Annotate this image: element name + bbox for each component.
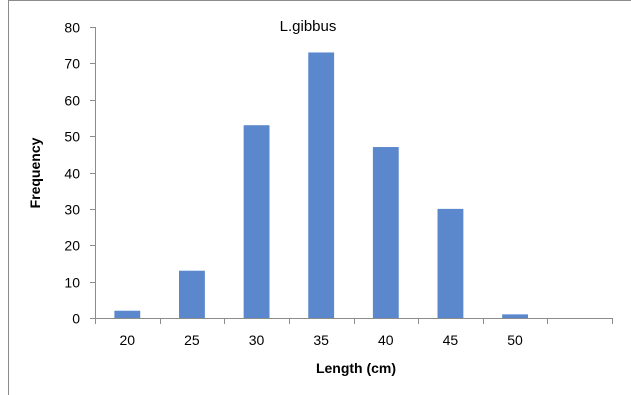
bar bbox=[179, 270, 205, 318]
bars bbox=[114, 52, 528, 319]
x-tick-label: 40 bbox=[378, 332, 394, 348]
y-tick-label: 60 bbox=[64, 93, 80, 109]
x-tick-label: 25 bbox=[184, 332, 200, 348]
x-axis: 20 25 30 35 40 45 50 bbox=[95, 318, 613, 348]
y-tick-label: 80 bbox=[64, 20, 80, 36]
x-tick-label: 35 bbox=[313, 332, 329, 348]
bar bbox=[372, 147, 399, 318]
x-tick-label: 50 bbox=[507, 332, 523, 348]
x-axis-title: Length (cm) bbox=[316, 360, 396, 376]
x-tick-label: 45 bbox=[443, 332, 459, 348]
y-tick-label: 10 bbox=[64, 275, 80, 291]
x-tick-label: 20 bbox=[120, 332, 136, 348]
bar bbox=[243, 125, 270, 319]
y-tick-label: 50 bbox=[64, 129, 80, 145]
y-tick-label: 0 bbox=[72, 311, 80, 327]
bar bbox=[502, 314, 528, 318]
chart-title: L.gibbus bbox=[280, 18, 337, 35]
bar bbox=[308, 52, 335, 319]
y-axis-title: Frequency bbox=[27, 137, 43, 208]
y-tick-label: 40 bbox=[64, 166, 80, 182]
x-tick-label: 30 bbox=[249, 332, 265, 348]
y-tick-label: 20 bbox=[64, 238, 80, 254]
y-tick-label: 70 bbox=[64, 56, 80, 72]
y-tick-label: 30 bbox=[64, 202, 80, 218]
bar bbox=[114, 310, 141, 318]
bar bbox=[437, 208, 464, 318]
y-axis: 0 10 20 30 40 50 60 70 80 bbox=[64, 20, 96, 327]
